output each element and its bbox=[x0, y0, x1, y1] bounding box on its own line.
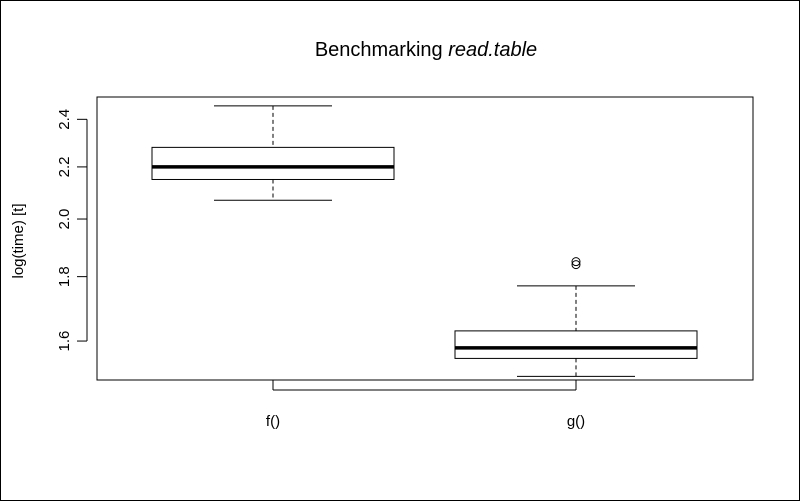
y-tick-label: 2.4 bbox=[56, 109, 73, 130]
iqr-box bbox=[454, 330, 698, 359]
chart-title-prefix: Benchmarking bbox=[315, 39, 448, 61]
box-1 bbox=[151, 105, 395, 201]
y-tick-label: 1.8 bbox=[56, 266, 73, 287]
y-axis: 1.6 1.8 2.0 2.2 2.4 bbox=[56, 109, 88, 352]
x-axis: f() g() bbox=[266, 380, 585, 430]
y-tick-label: 2.0 bbox=[56, 209, 73, 230]
iqr-box bbox=[151, 146, 395, 180]
chart-title-emphasis: read.table bbox=[448, 39, 537, 61]
y-tick-label: 1.6 bbox=[56, 331, 73, 352]
y-axis-label: log(time) [t] bbox=[10, 203, 27, 278]
outlier-point bbox=[571, 260, 581, 270]
x-tick-label: f() bbox=[266, 413, 280, 430]
box-group bbox=[151, 105, 698, 377]
chart-title: Benchmarking read.table bbox=[315, 39, 537, 61]
plot-region-border bbox=[96, 96, 754, 381]
x-tick-label: g() bbox=[567, 413, 585, 430]
outlier-point bbox=[571, 257, 581, 267]
box-2 bbox=[454, 257, 698, 377]
y-tick-label: 2.2 bbox=[56, 156, 73, 177]
